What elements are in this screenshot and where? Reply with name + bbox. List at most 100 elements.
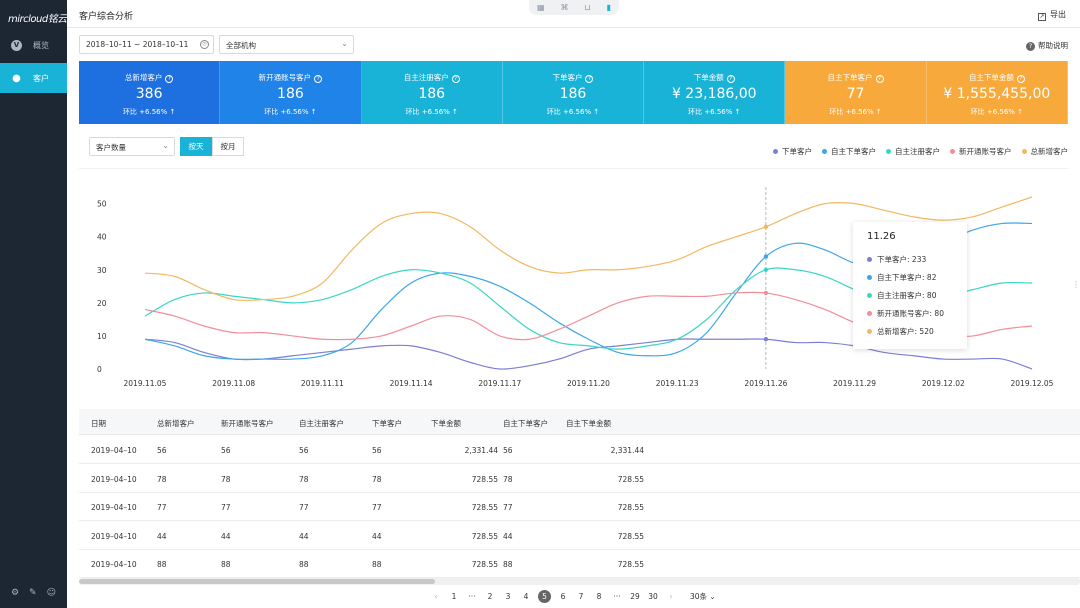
sidebar-item-overview[interactable]: V 概览 — [0, 30, 67, 60]
table-cell: 78 — [299, 474, 309, 484]
export-icon: ↗ — [1038, 13, 1046, 21]
tooltip-dot — [867, 310, 872, 316]
metric-select[interactable]: 客户数量 ⌄ — [89, 137, 175, 156]
table-row[interactable]: 2019–04–10 56 56 56 56 2,331.44 56 2,331.44 — [79, 436, 1080, 464]
kpi-card[interactable]: 自主下单客户? 77 环比 +6.56% ↑ — [785, 61, 927, 124]
table-cell: 77 — [157, 503, 167, 512]
tooltip-series: 自主下单客户 — [877, 272, 922, 282]
page-button[interactable]: 7 — [578, 591, 584, 601]
page-button[interactable]: 5 — [538, 589, 551, 603]
question-icon: ? — [585, 75, 594, 83]
help-link[interactable]: ? 帮助说明 — [1026, 40, 1068, 51]
question-icon: ? — [451, 75, 460, 83]
page-button[interactable]: 29 — [630, 591, 640, 601]
by-day-toggle[interactable]: 按天 — [180, 137, 212, 156]
page-button[interactable]: 1 — [451, 591, 457, 601]
page-size-select[interactable]: 30条 ⌄ — [690, 591, 716, 601]
bar-chart-icon[interactable]: ▮ — [606, 3, 611, 12]
page-button[interactable]: 30 — [648, 591, 658, 601]
x-tick-label: 2019.11.26 — [744, 379, 787, 388]
kpi-label: 自主下单金额? — [927, 72, 1067, 83]
legend-item[interactable]: 新开通账号客户 — [950, 146, 1012, 157]
export-button[interactable]: ↗ 导出 — [1038, 9, 1066, 21]
page-button[interactable]: 8 — [596, 591, 602, 601]
kpi-label: 总新增客户? — [79, 72, 219, 83]
legend-item[interactable]: 总新增客户 — [1021, 146, 1068, 157]
kpi-label: 自主注册客户? — [362, 72, 502, 83]
table-row[interactable]: 2019–04–10 77 77 77 77 728.55 77 728.55 — [79, 493, 1080, 521]
horizontal-scrollbar[interactable] — [79, 578, 1080, 585]
by-month-toggle[interactable]: 按月 — [212, 137, 244, 156]
column-header[interactable]: 下单金额 — [431, 419, 461, 428]
main: 客户综合分析 ▦ ⌘ ⊔ ▮ ↗ 导出 2018–10–11 ~ 2018–10–… — [67, 0, 1080, 608]
kpi-card[interactable]: 新开通账号客户? 186 环比 +6.56% ↑ — [220, 61, 362, 124]
table-cell: 2,331.44 — [610, 446, 644, 455]
table-row[interactable]: 2019–04–10 44 44 44 44 728.55 44 728.55 — [79, 522, 1080, 550]
kpi-label: 新开通账号客户? — [220, 72, 360, 83]
chevron-down-icon: ⌄ — [341, 39, 348, 48]
column-header[interactable]: 自主注册客户 — [299, 419, 344, 428]
table-cell: 728.55 — [471, 503, 498, 512]
legend-label: 新开通账号客户 — [959, 147, 1012, 156]
org-select[interactable]: 全部机构 ⌄ — [219, 35, 354, 54]
x-tick-label: 2019.11.08 — [212, 379, 255, 388]
kpi-card[interactable]: 下单金额? ¥ 23,186,00 环比 +6.56% ↑ — [644, 61, 786, 124]
y-tick-label: 50 — [97, 200, 107, 209]
gear-icon[interactable]: ⚙ — [10, 588, 20, 598]
table-cell: 728.55 — [617, 503, 644, 512]
table-cell: 44 — [299, 531, 309, 541]
skin-icon[interactable]: ✎ — [29, 588, 37, 598]
table-cell: 44 — [503, 531, 513, 541]
drag-handle-icon[interactable]: ⋮ — [1072, 280, 1080, 289]
column-header[interactable]: 总新增客户 — [157, 419, 195, 428]
user-icon[interactable]: ☺ — [46, 588, 56, 598]
page-button[interactable]: 3 — [505, 591, 511, 601]
kpi-card[interactable]: 总新增客户? 386 环比 +6.56% ↑ — [79, 61, 221, 124]
view-switcher: ▦ ⌘ ⊔ ▮ — [529, 0, 619, 15]
grid-icon[interactable]: ▦ — [536, 3, 545, 12]
next-page-button[interactable]: › — [669, 591, 673, 601]
tree-icon[interactable]: ⌘ — [560, 3, 569, 12]
kpi-card[interactable]: 自主下单金额? ¥ 1,555,455,00 环比 +6.56% ↑ — [926, 61, 1068, 124]
column-header[interactable]: 下单客户 — [372, 419, 402, 428]
page-button[interactable]: 6 — [560, 591, 566, 601]
table-row[interactable]: 2019–04–10 88 88 88 88 728.55 88 728.55 — [79, 550, 1080, 578]
tooltip-value: 80 — [926, 290, 937, 300]
legend-dot — [773, 149, 778, 154]
table-header: 日期 总新增客户 新开通账号客户 自主注册客户 下单客户 下单金额 自主下单客户 自主下单金额 — [79, 409, 1080, 435]
y-tick-label: 40 — [97, 233, 107, 242]
sidebar-item-customers[interactable]: ● 客户 — [0, 63, 67, 93]
table-cell: 728.55 — [617, 474, 644, 484]
prev-page-button[interactable]: ‹ — [434, 591, 438, 601]
tooltip-series: 自主注册客户 — [877, 290, 922, 300]
scrollbar-thumb[interactable] — [79, 579, 435, 584]
page-button[interactable]: 2 — [487, 591, 493, 601]
legend-item[interactable]: 自主注册客户 — [886, 146, 940, 157]
page-button[interactable]: 4 — [523, 591, 529, 601]
column-header[interactable]: 自主下单金额 — [566, 419, 611, 428]
table-row[interactable]: 2019–04–10 78 78 78 78 728.55 78 728.55 — [79, 465, 1080, 493]
help-label: 帮助说明 — [1038, 41, 1068, 50]
table-cell: 2,331.44 — [464, 446, 498, 455]
series-line — [144, 196, 1033, 302]
legend-item[interactable]: 下单客户 — [773, 146, 812, 157]
y-tick-label: 0 — [97, 365, 102, 374]
column-header[interactable]: 新开通账号客户 — [221, 419, 274, 428]
table-cell: 728.55 — [471, 531, 498, 541]
series-point — [763, 337, 769, 342]
table-cell: 78 — [503, 474, 513, 484]
table-cell: 78 — [157, 474, 167, 484]
kpi-value: 77 — [846, 86, 865, 102]
legend-item[interactable]: 自主下单客户 — [822, 146, 876, 157]
kpi-card[interactable]: 自主注册客户? 186 环比 +6.56% ↑ — [361, 61, 503, 124]
x-tick-label: 2019.11.29 — [833, 379, 876, 388]
table-cell: 88 — [221, 560, 231, 569]
basket-icon[interactable]: ⊔ — [584, 3, 591, 12]
column-header[interactable]: 自主下单客户 — [503, 419, 548, 428]
org-select-value: 全部机构 — [226, 41, 256, 50]
column-header[interactable]: 日期 — [91, 419, 106, 428]
x-tick-label: 2019.12.05 — [1011, 379, 1054, 388]
kpi-card[interactable]: 下单客户? 186 环比 +6.56% ↑ — [502, 61, 645, 124]
chart-tooltip: 11.26 下单客户: 233 自主下单客户: 82 自主注册客户: 80 新开通账号… — [853, 222, 967, 349]
date-range-picker[interactable]: 2018–10–11 ~ 2018–10–11 ◷ — [79, 35, 214, 54]
